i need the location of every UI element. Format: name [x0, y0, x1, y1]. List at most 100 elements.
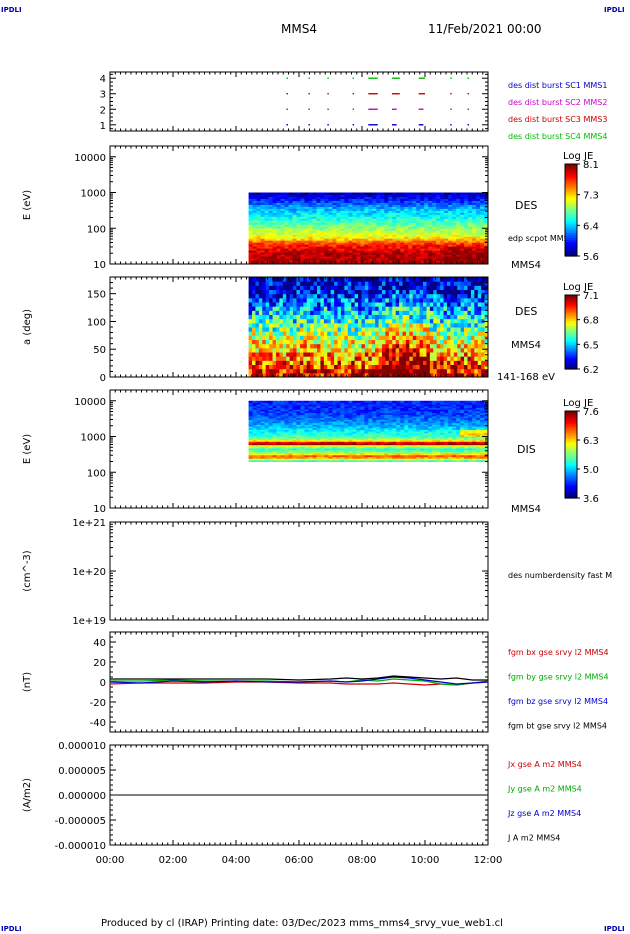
spec-cell-1-21-6: [332, 250, 337, 253]
pitch-cell-45-12: [402, 322, 407, 328]
spec-cell-3-37-4: [396, 453, 401, 456]
spec-cell-1-0-1: [248, 260, 254, 263]
spec-cell-1-43-28: [420, 206, 425, 209]
spec-cell-3-29-0: [364, 459, 369, 462]
spec-cell-1-39-6: [404, 250, 409, 253]
pitch-cell-50-3: [419, 360, 424, 365]
spec-cell-1-29-17: [364, 228, 369, 231]
pitch-cell-20-23: [317, 277, 321, 282]
spec-cell-3-26-0: [352, 459, 357, 462]
spec-cell-1-32-14: [376, 234, 381, 237]
spec-cell-1-27-6: [356, 250, 361, 253]
pitch-cell-46-4: [405, 356, 410, 361]
spec-cell-3-42-1: [416, 458, 421, 461]
pitch-cell-8-1: [275, 368, 280, 374]
spec-cell-1-41-35: [412, 192, 417, 195]
spec-cell-3-5-3: [268, 454, 274, 457]
spec-cell-3-42-0: [416, 459, 421, 462]
spec-cell-1-50-32: [448, 198, 453, 201]
spec-cell-3-25-1: [348, 458, 353, 461]
spec-cell-1-24-27: [344, 208, 349, 211]
spec-cell-1-48-30: [440, 202, 445, 205]
spec-cell-1-35-9: [388, 244, 393, 247]
spec-cell-1-44-35: [424, 192, 429, 195]
spec-cell-1-45-16: [428, 230, 433, 233]
pitch-cell-43-19: [395, 293, 400, 299]
pitch-cell-59-13: [450, 318, 455, 324]
pitch-cell-44-9: [399, 335, 403, 340]
spec-cell-3-4-5: [264, 451, 270, 454]
spec-cell-1-54-33: [464, 196, 469, 199]
spec-cell-1-43-14: [420, 234, 425, 237]
spec-cell-1-30-35: [368, 192, 373, 195]
spec-cell-3-38-1: [400, 458, 405, 461]
spec-cell-1-28-14: [360, 234, 365, 237]
spec-cell-1-49-11: [444, 240, 449, 243]
spec-cell-1-54-16: [464, 230, 469, 233]
pitch-cell-7-10: [272, 331, 277, 336]
pitch-cell-36-14: [371, 314, 376, 320]
pitch-cell-65-15: [470, 310, 475, 315]
spec-cell-1-13-1: [300, 260, 305, 263]
spec-cell-1-31-6: [372, 250, 377, 253]
spec-cell-1-5-27: [268, 208, 274, 211]
spec-cell-1-58-24: [480, 214, 485, 217]
spec-cell-1-24-12: [344, 238, 349, 241]
pitch-cell-28-10: [344, 331, 349, 336]
spec-cell-1-9-17: [284, 228, 289, 231]
pitch-cell-18-23: [310, 277, 315, 282]
spec-cell-1-45-35: [428, 192, 433, 195]
pitch-cell-45-19: [402, 293, 407, 299]
spec-cell-1-31-3: [372, 256, 377, 259]
spec-cell-1-12-5: [296, 252, 301, 255]
pitch-cell-12-0: [289, 372, 294, 378]
spec-cell-1-13-4: [300, 254, 305, 257]
pitch-cell-9-9: [279, 335, 284, 340]
spec-cell-1-22-24: [336, 214, 341, 217]
spec-cell-1-45-2: [428, 258, 433, 261]
spec-cell-1-5-0: [268, 262, 274, 265]
spec-cell-1-6-18: [272, 226, 278, 229]
pitch-cell-2-16: [255, 306, 260, 311]
pitch-cell-24-19: [330, 293, 335, 299]
spec-cell-1-40-16: [408, 230, 413, 233]
spec-cell-1-3-15: [260, 232, 266, 235]
spec-cell-1-28-28: [360, 206, 365, 209]
pitch-cell-60-5: [453, 352, 458, 357]
colorbar-tick-label-1-3: 5.6: [583, 252, 599, 263]
pitch-cell-62-14: [460, 314, 465, 320]
spec-cell-1-43-35: [420, 192, 425, 195]
colorbar-cell-2-23: [565, 337, 577, 340]
spec-cell-1-50-29: [448, 204, 453, 207]
spec-cell-1-45-18: [428, 226, 433, 229]
spec-cell-1-43-33: [420, 196, 425, 199]
pitch-cell-46-1: [405, 368, 410, 374]
pitch-cell-4-6: [262, 347, 267, 353]
spec-cell-1-30-5: [368, 252, 373, 255]
pitch-cell-35-2: [368, 364, 373, 370]
pitch-cell-3-2: [258, 364, 263, 370]
pitch-cell-68-11: [481, 327, 486, 332]
pitch-cell-68-4: [481, 356, 486, 361]
pitch-cell-15-16: [299, 306, 304, 311]
pitch-cell-49-5: [416, 352, 421, 357]
spec-cell-1-39-31: [404, 200, 409, 203]
spec-cell-1-6-2: [272, 258, 278, 261]
pitch-cell-65-16: [470, 306, 475, 311]
spec-cell-1-41-33: [412, 196, 417, 199]
pitch-cell-67-1: [477, 368, 482, 374]
spec-cell-3-11-6: [292, 449, 297, 452]
spec-cell-1-46-20: [432, 222, 437, 225]
pitch-cell-0-16: [248, 306, 253, 311]
pitch-cell-45-11: [402, 327, 407, 332]
pitch-cell-46-11: [405, 327, 410, 332]
spec-cell-1-7-6: [276, 250, 282, 253]
spec-cell-1-32-16: [376, 230, 381, 233]
spec-cell-3-19-4: [324, 453, 329, 456]
pitch-cell-41-1: [388, 368, 393, 374]
spec-cell-1-21-25: [332, 212, 337, 215]
spec-cell-1-18-1: [320, 260, 325, 263]
pitch-cell-20-20: [317, 289, 321, 295]
spec-cell-1-2-30: [256, 202, 262, 205]
spec-cell-3-22-6: [336, 449, 341, 452]
